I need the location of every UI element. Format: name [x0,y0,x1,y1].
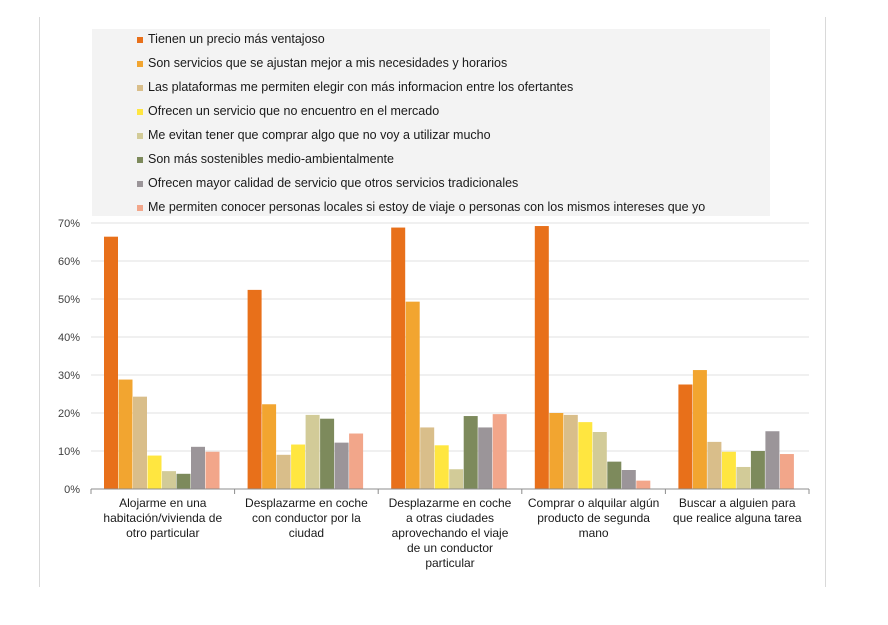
bar [205,451,220,489]
bar [405,301,420,489]
bar [692,370,707,489]
legend-label: Son más sostenibles medio-ambientalmente [148,152,394,166]
bar [334,442,349,489]
category-label: a otras ciudades [406,511,494,525]
bar [478,427,493,489]
y-tick-label: 30% [58,370,80,382]
y-tick-label: 10% [58,446,80,458]
y-tick-label: 70% [58,218,80,230]
bar [118,379,133,489]
legend-swatch [137,109,143,115]
legend-background [92,29,770,216]
bar [176,473,191,489]
legend-label: Las plataformas me permiten elegir con m… [148,80,573,94]
bar [320,418,335,489]
bar [621,470,636,489]
category-label: Buscar a alguien para [679,496,796,510]
y-tick-label: 40% [58,332,80,344]
bar [349,433,364,489]
category-label: particular [425,556,474,570]
category-label: con conductor por la [252,511,361,525]
bar [636,480,651,489]
category-label: mano [579,526,609,540]
legend-label: Ofrecen un servicio que no encuentro en … [148,104,439,118]
bar [133,396,147,489]
y-tick-label: 0% [64,484,80,496]
bar [291,444,306,489]
bar [750,451,765,489]
bar [449,469,464,489]
legend-label: Ofrecen mayor calidad de servicio que ot… [148,176,518,190]
bar [563,414,578,489]
category-label: otro particular [126,526,199,540]
bars [104,226,794,490]
legend: Tienen un precio más ventajoso Son servic… [137,32,705,214]
legend-swatch [137,37,143,43]
category-label: Comprar o alquilar algún [528,496,659,510]
category-label: aprovechando el viaje [392,526,509,540]
bar [104,236,118,489]
bar [765,431,780,489]
bar [549,413,564,489]
category-label: producto de segunda [537,511,650,525]
legend-swatch [137,61,143,67]
legend-swatch [137,85,143,91]
y-axis-ticks: 0% 10% 20% 30% 40% 50% 60% 70% [58,218,80,496]
bar [191,446,205,489]
bar [391,227,406,489]
bar [779,454,794,489]
bar [162,471,176,489]
y-tick-label: 50% [58,294,80,306]
legend-label: Me permiten conocer personas locales si … [148,200,705,214]
legend-label: Tienen un precio más ventajoso [148,32,325,46]
legend-label: Me evitan tener que comprar algo que no … [148,128,491,142]
axes [90,488,810,494]
bar [492,414,507,489]
bar [578,422,593,489]
legend-label: Son servicios que se ajustan mejor a mis… [148,56,507,70]
bar [534,226,549,490]
legend-swatch [137,157,143,163]
bar [434,445,449,489]
category-label: de un conductor [407,541,493,555]
bar [247,289,262,489]
category-label: Alojarme en una [119,496,207,510]
y-tick-label: 20% [58,408,80,420]
category-label: habitación/vivienda de [103,511,222,525]
bar [420,427,435,489]
legend-swatch [137,205,143,211]
chart-frame [39,17,826,587]
category-label: ciudad [289,526,324,540]
bar [262,404,277,489]
bar [678,384,693,489]
bar [607,461,622,489]
bar [707,441,722,489]
y-tick-label: 60% [58,256,80,268]
category-label: que realice alguna tarea [673,511,802,525]
bar [463,416,478,489]
legend-swatch [137,133,143,139]
category-label: Desplazarme en coche [389,496,512,510]
bar [305,414,320,489]
bar [276,454,291,489]
bar [721,451,736,489]
legend-swatch [137,181,143,187]
bar [736,466,751,489]
bar [147,455,162,489]
category-label: Desplazarme en coche [245,496,368,510]
bar [592,432,607,489]
